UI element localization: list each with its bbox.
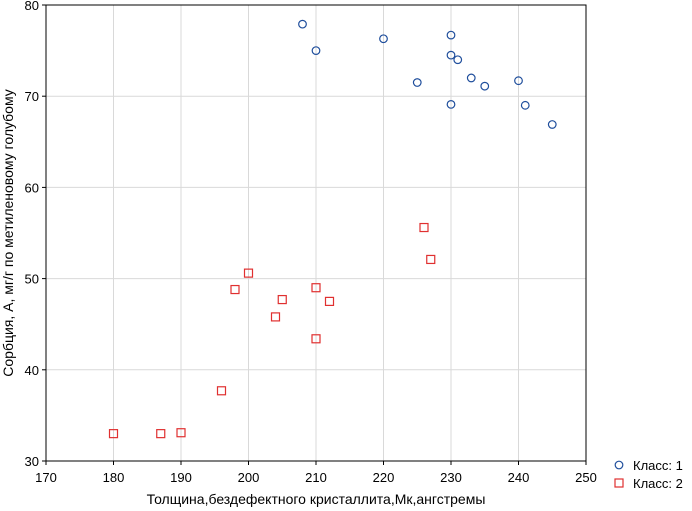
legend-label-class-2: Класс: 2: [633, 476, 683, 491]
class-2-square-point: [176, 428, 186, 438]
class-1-circle-point: [412, 78, 422, 87]
x-tick-label: 230: [440, 470, 462, 485]
y-tick-label: 60: [25, 180, 39, 195]
class-1-circle-point: [514, 76, 523, 86]
class-1-circle-point: [446, 50, 456, 60]
y-axis-title: Сорбция, А, мг/г по метиленовому голубом…: [0, 89, 16, 376]
grid-lines: [46, 5, 586, 461]
axis-ticks: 170 180 190 200 210 220 230 240 250 30 40 50 60 70 80: [25, 0, 597, 485]
x-tick-label: 180: [103, 470, 125, 485]
data-points: [108, 19, 557, 439]
legend-marker-class-2: [614, 478, 624, 488]
x-tick-label: 240: [508, 470, 530, 485]
class-2-square-point: [277, 294, 287, 305]
class-2-square-point: [324, 296, 335, 306]
x-tick-label: 190: [170, 470, 192, 485]
class-2-square-point: [156, 429, 166, 439]
y-tick-label: 50: [25, 272, 39, 287]
class-2-square-point: [311, 283, 321, 293]
x-tick-label: 170: [35, 470, 57, 485]
x-tick-label: 250: [575, 470, 597, 485]
class-1-circle-point: [379, 34, 388, 44]
legend-marker-class-1: [614, 460, 624, 470]
class-2-square-point: [108, 429, 119, 439]
x-tick-label: 200: [238, 470, 260, 485]
class-1-circle-point: [520, 100, 530, 110]
class-1-circle-point: [298, 19, 307, 29]
y-tick-label: 70: [25, 89, 39, 104]
class-1-circle-point: [453, 55, 463, 65]
class-1-circle-point: [446, 30, 456, 40]
class-2-square-point: [311, 334, 321, 344]
y-tick-label: 30: [25, 454, 39, 469]
class-2-square-point: [270, 312, 281, 322]
class-2-square-point: [216, 386, 227, 396]
class-1-circle-point: [480, 81, 490, 91]
class-2-square-point: [426, 254, 436, 265]
class-1-circle-point: [547, 120, 557, 129]
class-2-square-point: [243, 268, 254, 278]
class-1-circle-point: [446, 100, 456, 109]
legend-label-class-1: Класс: 1: [633, 458, 683, 473]
class-1-circle-point: [311, 46, 321, 55]
class-2-square-point: [230, 284, 240, 295]
class-2-square-point: [419, 222, 429, 233]
legend: Класс: 1 Класс: 2: [614, 458, 683, 491]
x-axis-title: Толщина,бездефектного кристаллита,Мк,анг…: [147, 491, 486, 507]
y-tick-label: 80: [25, 0, 39, 13]
x-tick-label: 220: [373, 470, 395, 485]
y-tick-label: 40: [25, 363, 39, 378]
x-tick-label: 210: [305, 470, 327, 485]
class-1-circle-point: [466, 73, 476, 83]
